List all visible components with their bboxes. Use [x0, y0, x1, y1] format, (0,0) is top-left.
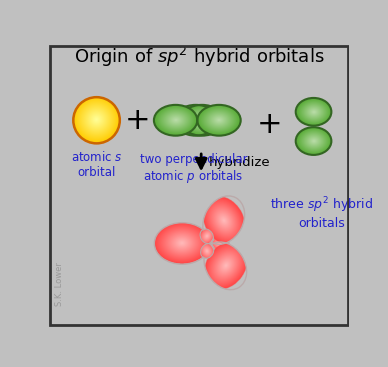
- Text: S.K. Lower: S.K. Lower: [55, 262, 64, 306]
- Text: three $\mathit{sp}^2$ hybrid
orbitals: three $\mathit{sp}^2$ hybrid orbitals: [270, 195, 373, 230]
- Text: +: +: [256, 110, 282, 139]
- Text: hybridize: hybridize: [209, 156, 270, 169]
- Text: +: +: [125, 106, 151, 135]
- Text: two perpendicular
atomic $\mathit{p}$ orbitals: two perpendicular atomic $\mathit{p}$ or…: [140, 153, 247, 185]
- Text: atomic $\mathit{s}$
orbital: atomic $\mathit{s}$ orbital: [71, 149, 123, 178]
- Text: Origin of $\mathit{sp}^2$ hybrid orbitals: Origin of $\mathit{sp}^2$ hybrid orbital…: [74, 45, 324, 69]
